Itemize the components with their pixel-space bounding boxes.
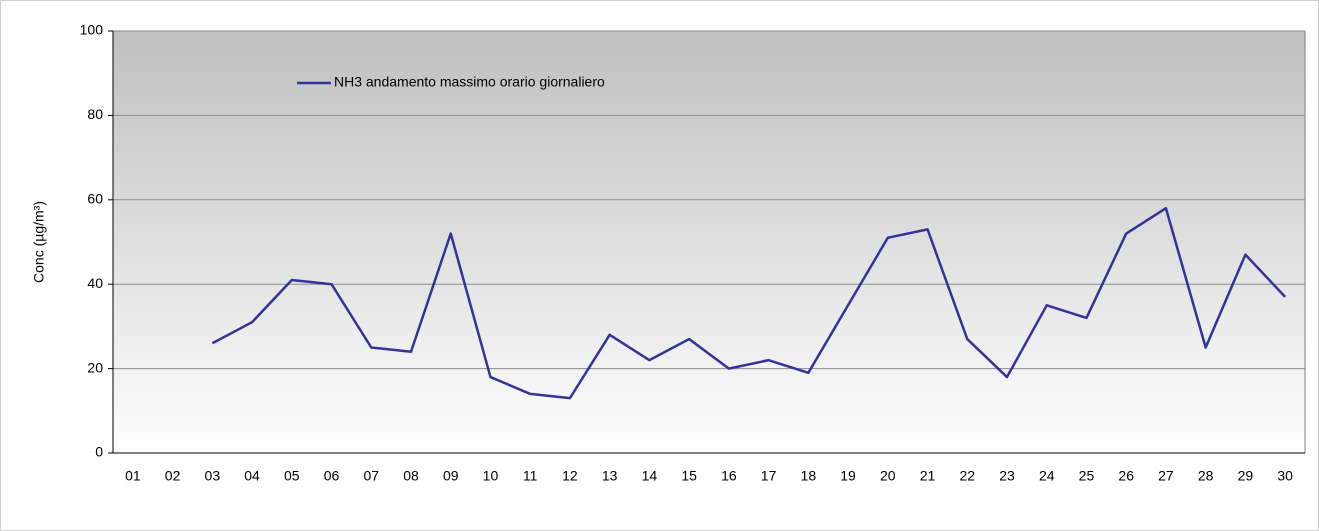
x-tick-label: 07 (363, 468, 379, 484)
y-tick-label: 20 (87, 359, 103, 375)
x-tick-label: 15 (681, 468, 697, 484)
x-tick-label: 26 (1118, 468, 1134, 484)
y-axis-label: Conc (µg/m³) (31, 201, 47, 283)
plot-area (112, 30, 1306, 454)
series-line (211, 206, 1287, 400)
x-tick-label: 14 (642, 468, 658, 484)
y-tick-label: 60 (87, 191, 103, 207)
x-tick-label: 05 (284, 468, 300, 484)
x-tick-label: 27 (1158, 468, 1174, 484)
x-tick-label: 22 (959, 468, 975, 484)
y-tick-label: 0 (95, 444, 103, 460)
x-tick-label: 01 (125, 468, 141, 484)
x-tick-label: 23 (999, 468, 1015, 484)
x-tick-label: 28 (1198, 468, 1214, 484)
x-tick-label: 17 (761, 468, 777, 484)
x-tick-label: 16 (721, 468, 737, 484)
x-tick-label: 09 (443, 468, 459, 484)
x-tick-label: 10 (483, 468, 499, 484)
x-tick-label: 13 (602, 468, 618, 484)
x-tick-label: 24 (1039, 468, 1055, 484)
x-tick-label: 29 (1238, 468, 1254, 484)
legend-label: NH3 andamento massimo orario giornaliero (334, 74, 605, 90)
x-tick-label: 03 (205, 468, 221, 484)
x-tick-label: 11 (523, 468, 538, 484)
x-tick-label: 06 (324, 468, 340, 484)
y-tick-label: 80 (87, 106, 103, 122)
x-tick-label: 21 (920, 468, 936, 484)
x-tick-label: 25 (1079, 468, 1095, 484)
x-tick-label: 04 (244, 468, 260, 484)
x-tick-label: 02 (165, 468, 181, 484)
x-tick-label: 20 (880, 468, 896, 484)
x-tick-label: 19 (840, 468, 856, 484)
y-tick-label: 40 (87, 275, 103, 291)
x-tick-label: 08 (403, 468, 419, 484)
x-tick-label: 12 (562, 468, 578, 484)
x-tick-label: 30 (1277, 468, 1293, 484)
x-tick-label: 18 (801, 468, 817, 484)
y-tick-label: 100 (80, 22, 104, 38)
